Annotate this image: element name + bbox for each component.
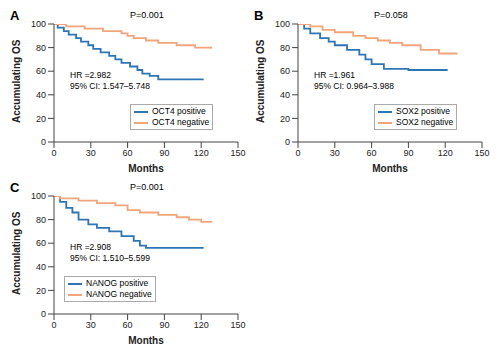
svg-text:0: 0 [285,137,290,147]
svg-text:Accumulating OS: Accumulating OS [11,39,22,123]
svg-text:150: 150 [474,148,489,158]
html-text:P=0.058: P=0.058 [374,10,408,20]
html-text:95% CI: 1.547–5.748: 95% CI: 1.547–5.748 [70,81,150,91]
html-text:P=0.001: P=0.001 [130,182,164,192]
svg-text:60: 60 [367,148,377,158]
svg-text:Accumulating OS: Accumulating OS [255,39,266,123]
svg-text:30: 30 [86,320,96,330]
html-text:C: C [10,180,20,195]
svg-text:0: 0 [41,137,46,147]
svg-text:100: 100 [275,19,290,29]
svg-text:150: 150 [230,148,245,158]
svg-text:20: 20 [36,286,46,296]
svg-text:Months: Months [372,163,408,174]
svg-text:90: 90 [159,148,169,158]
svg-text:0: 0 [41,309,46,319]
html-text:SOX2 negative: SOX2 negative [396,117,454,127]
svg-text:40: 40 [36,90,46,100]
html-text:P=0.001: P=0.001 [130,10,164,20]
svg-text:120: 120 [194,148,209,158]
svg-text:100: 100 [31,19,46,29]
svg-text:60: 60 [36,238,46,248]
svg-text:150: 150 [230,320,245,330]
svg-text:Months: Months [128,163,164,174]
html-text:OCT4 positive: OCT4 positive [152,106,206,116]
html-text:NANOG positive: NANOG positive [86,278,149,288]
svg-text:120: 120 [194,320,209,330]
svg-text:80: 80 [36,215,46,225]
svg-text:60: 60 [123,148,133,158]
html-text:HR =2.908: HR =2.908 [70,242,111,252]
html-text:95% CI: 1.510–5.599: 95% CI: 1.510–5.599 [70,253,150,263]
html-text:OCT4 negative: OCT4 negative [152,117,210,127]
svg-text:20: 20 [36,114,46,124]
svg-text:80: 80 [280,43,290,53]
svg-text:0: 0 [51,320,56,330]
svg-text:60: 60 [123,320,133,330]
svg-text:60: 60 [280,66,290,76]
svg-text:100: 100 [31,191,46,201]
svg-text:90: 90 [159,320,169,330]
svg-text:120: 120 [438,148,453,158]
svg-text:0: 0 [295,148,300,158]
html-text:A: A [10,8,20,23]
svg-text:30: 30 [330,148,340,158]
svg-text:Months: Months [128,335,164,346]
html-text:HR =1.961: HR =1.961 [314,70,355,80]
html-text:HR =2.982: HR =2.982 [70,70,111,80]
svg-text:40: 40 [280,90,290,100]
html-text:SOX2 positive: SOX2 positive [396,106,450,116]
svg-text:40: 40 [36,262,46,272]
html-text:B: B [254,8,264,23]
svg-text:Accumulating OS: Accumulating OS [11,211,22,295]
svg-text:30: 30 [86,148,96,158]
svg-text:80: 80 [36,43,46,53]
html-text:NANOG negative: NANOG negative [86,289,152,299]
html-text:95% CI: 0.964–3.988: 95% CI: 0.964–3.988 [314,81,394,91]
svg-text:20: 20 [280,114,290,124]
svg-text:60: 60 [36,66,46,76]
svg-text:0: 0 [51,148,56,158]
svg-text:90: 90 [403,148,413,158]
